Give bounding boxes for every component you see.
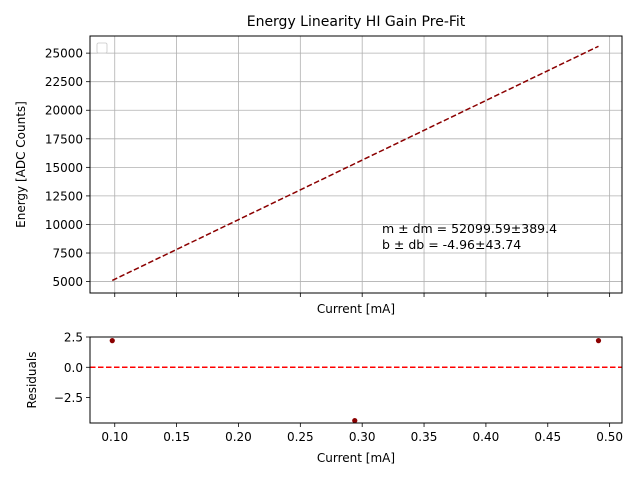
main-y-tick-label: 22500: [45, 75, 83, 89]
main-title: Energy Linearity HI Gain Pre-Fit: [247, 14, 466, 30]
main-y-tick-label: 7500: [52, 247, 83, 261]
residuals-x-tick-label: 0.15: [163, 430, 190, 444]
residuals-x-tick-label: 0.20: [225, 430, 252, 444]
residuals-y-tick-label: −2.5: [54, 391, 83, 405]
main-y-ticks: 5000 7500 10000 12500 15000 17500 20000 22500 25…: [45, 47, 90, 289]
residuals-series: [90, 338, 622, 424]
main-y-tick-label: 20000: [45, 104, 83, 118]
residuals-y-ticks: 2.5 0.0 −2.5: [54, 331, 90, 405]
residuals-y-axis-label: Residuals: [25, 352, 39, 409]
main-y-tick-label: 5000: [52, 275, 83, 289]
residuals-x-axis-label: Current [mA]: [317, 451, 395, 465]
main-y-axis-label: Energy [ADC Counts]: [14, 101, 28, 228]
main-y-tick-label: 17500: [45, 132, 83, 146]
main-grid: [90, 36, 622, 293]
main-axes-frame: [89, 35, 623, 294]
fit-intercept-annotation: b ± db = -4.96±43.74: [382, 237, 521, 252]
residuals-axes-frame: [89, 336, 623, 424]
main-x-axis-label: Current [mA]: [317, 302, 395, 316]
residual-point: [109, 338, 115, 344]
main-y-tick-label: 15000: [45, 161, 83, 175]
residuals-x-tick-label: 0.45: [534, 430, 561, 444]
legend-box: [96, 42, 108, 54]
main-y-tick-label: 12500: [45, 189, 83, 203]
residuals-y-tick-label: 2.5: [64, 331, 83, 345]
residuals-x-tick-label: 0.40: [473, 430, 500, 444]
residual-point: [352, 417, 358, 424]
residuals-x-tick-label: 0.25: [287, 430, 314, 444]
residuals-x-tick-label: 0.50: [596, 430, 623, 444]
main-series: [111, 45, 599, 282]
residuals-x-tick-label: 0.35: [411, 430, 438, 444]
fit-line: [111, 45, 599, 282]
residuals-plot: 0.10 0.15 0.20 0.25 0.30 0.35 0.40 0.45 0.50 2.5…: [25, 331, 623, 466]
residuals-y-tick-label: 0.0: [64, 361, 83, 375]
residuals-x-tick-label: 0.10: [101, 430, 128, 444]
residuals-x-tick-label: 0.30: [349, 430, 376, 444]
main-y-tick-label: 25000: [45, 47, 83, 61]
fit-slope-annotation: m ± dm = 52099.59±389.4: [382, 221, 557, 236]
residual-point: [595, 338, 602, 344]
main-x-ticks: [114, 293, 611, 297]
main-y-tick-label: 10000: [45, 218, 83, 232]
main-plot: 5000 7500 10000 12500 15000 17500 20000 22500 25…: [14, 14, 623, 316]
residuals-x-ticks: 0.10 0.15 0.20 0.25 0.30 0.35 0.40 0.45 0.50: [101, 423, 623, 444]
